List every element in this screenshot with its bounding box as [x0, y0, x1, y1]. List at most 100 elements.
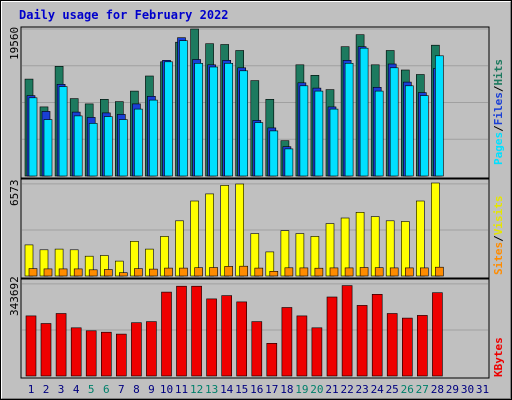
bar-visits-day-27	[415, 200, 425, 277]
bar-sites-day-11	[179, 267, 188, 277]
bar-kbytes-day-1	[25, 315, 37, 377]
x-tick-label: 5	[88, 383, 95, 396]
legend-sites: Sites	[492, 242, 505, 275]
bar-sites-day-21	[329, 267, 339, 277]
bar-pages-day-27	[419, 95, 429, 177]
bar-kbytes-day-23	[356, 305, 368, 377]
bar-sites-day-6	[104, 269, 113, 277]
bar-kbytes-day-7	[116, 333, 127, 377]
x-tick-label: 1	[28, 383, 35, 396]
x-tick-label: 22	[340, 383, 353, 396]
bar-sites-day-14	[224, 266, 233, 277]
bar-sites-day-10	[164, 267, 173, 277]
bar-pages-day-2	[43, 119, 53, 177]
bar-kbytes-day-28	[432, 292, 443, 377]
bar-pages-day-4	[73, 115, 83, 177]
bar-sites-day-2	[43, 268, 53, 277]
bar-visits-day-28	[431, 182, 440, 277]
bar-pages-day-20	[314, 90, 324, 177]
chart-title: Daily usage for February 2022	[19, 8, 229, 22]
bar-kbytes-day-3	[55, 313, 67, 377]
legend-sep-1: /	[492, 125, 505, 132]
legend-bottom: KBytes	[492, 337, 505, 377]
bar-kbytes-day-27	[416, 315, 428, 377]
x-tick-label: 30	[461, 383, 474, 396]
bar-sites-day-1	[28, 268, 38, 277]
bar-kbytes-day-8	[131, 322, 142, 377]
x-tick-label: 7	[118, 383, 125, 396]
bar-pages-day-3	[58, 86, 68, 177]
bar-sites-day-26	[404, 267, 414, 277]
x-tick-label: 13	[205, 383, 218, 396]
bar-sites-day-9	[149, 268, 158, 277]
x-tick-label: 15	[235, 383, 248, 396]
legend-sep-3: /	[492, 235, 505, 242]
x-tick-label: 27	[416, 383, 429, 396]
middle-max-label: 6573	[8, 180, 21, 207]
bar-visits-day-11	[175, 220, 184, 277]
legend-kbytes: KBytes	[492, 337, 505, 377]
x-tick-label: 4	[73, 383, 80, 396]
x-tick-label: 29	[446, 383, 459, 396]
bar-pages-day-24	[374, 90, 384, 177]
x-tick-label: 25	[386, 383, 399, 396]
bar-kbytes-day-17	[266, 342, 278, 377]
bar-pages-day-8	[134, 108, 143, 177]
bar-kbytes-day-25	[386, 313, 398, 377]
bar-visits-day-12	[190, 200, 199, 277]
bottom-max-label: 343692	[8, 276, 21, 316]
bar-sites-day-23	[359, 267, 369, 277]
x-tick-label: 26	[401, 383, 414, 396]
x-tick-label: 28	[431, 383, 444, 396]
bar-sites-day-19	[299, 267, 309, 277]
bar-visits-day-23	[355, 212, 365, 277]
bar-kbytes-day-5	[85, 330, 97, 377]
bar-sites-day-24	[374, 267, 384, 277]
bar-pages-day-17	[269, 130, 279, 177]
bar-visits-day-13	[205, 193, 214, 277]
bar-kbytes-day-24	[371, 293, 383, 377]
bar-kbytes-day-10	[161, 291, 172, 377]
x-axis-labels: 1 2 3 4 5 6 7 8 9 10 11 12 13 14 15 16 17 18 19 20 21 22 23 24 2…	[28, 383, 489, 396]
bar-sites-day-25	[389, 267, 399, 277]
bar-kbytes-day-16	[251, 321, 263, 377]
bar-kbytes-day-9	[146, 321, 157, 377]
bar-kbytes-day-4	[70, 327, 82, 377]
bar-sites-day-8	[134, 268, 143, 277]
bar-sites-day-12	[194, 267, 203, 277]
bar-kbytes-day-6	[101, 331, 112, 377]
x-tick-label: 14	[220, 383, 234, 396]
legend-middle: Sites/Visits	[492, 196, 505, 276]
x-tick-label: 19	[295, 383, 308, 396]
bar-pages-day-26	[404, 85, 414, 177]
bar-sites-day-17	[269, 270, 279, 277]
bar-kbytes-day-14	[221, 295, 232, 377]
bar-pages-day-23	[359, 47, 369, 177]
x-tick-label: 20	[310, 383, 323, 396]
bar-pages-day-10	[164, 61, 173, 177]
bars	[24, 28, 444, 377]
x-tick-label: 10	[160, 383, 173, 396]
bar-sites-day-28	[435, 266, 444, 277]
legend-visits: Visits	[492, 196, 505, 236]
legend-files: Files	[492, 92, 505, 125]
bar-sites-day-15	[239, 265, 248, 277]
bar-pages-day-7	[119, 119, 128, 177]
bar-sites-day-3	[58, 268, 68, 277]
legend-pages: Pages	[492, 132, 505, 165]
bar-sites-day-5	[88, 269, 98, 277]
bar-pages-day-9	[149, 99, 158, 177]
bar-pages-day-21	[329, 108, 339, 177]
bar-pages-day-1	[28, 97, 38, 177]
bar-sites-day-18	[284, 267, 294, 277]
bar-sites-day-7	[119, 272, 128, 277]
bar-kbytes-day-11	[176, 285, 187, 377]
bar-pages-day-18	[284, 148, 294, 177]
bar-sites-day-4	[73, 268, 83, 277]
bar-sites-day-20	[314, 267, 324, 277]
legend-top: Pages/Files/Hits	[492, 59, 505, 165]
bar-sites-day-13	[209, 267, 218, 277]
x-tick-label: 12	[190, 383, 203, 396]
bar-pages-day-11	[179, 40, 188, 177]
bar-pages-day-16	[254, 122, 264, 177]
